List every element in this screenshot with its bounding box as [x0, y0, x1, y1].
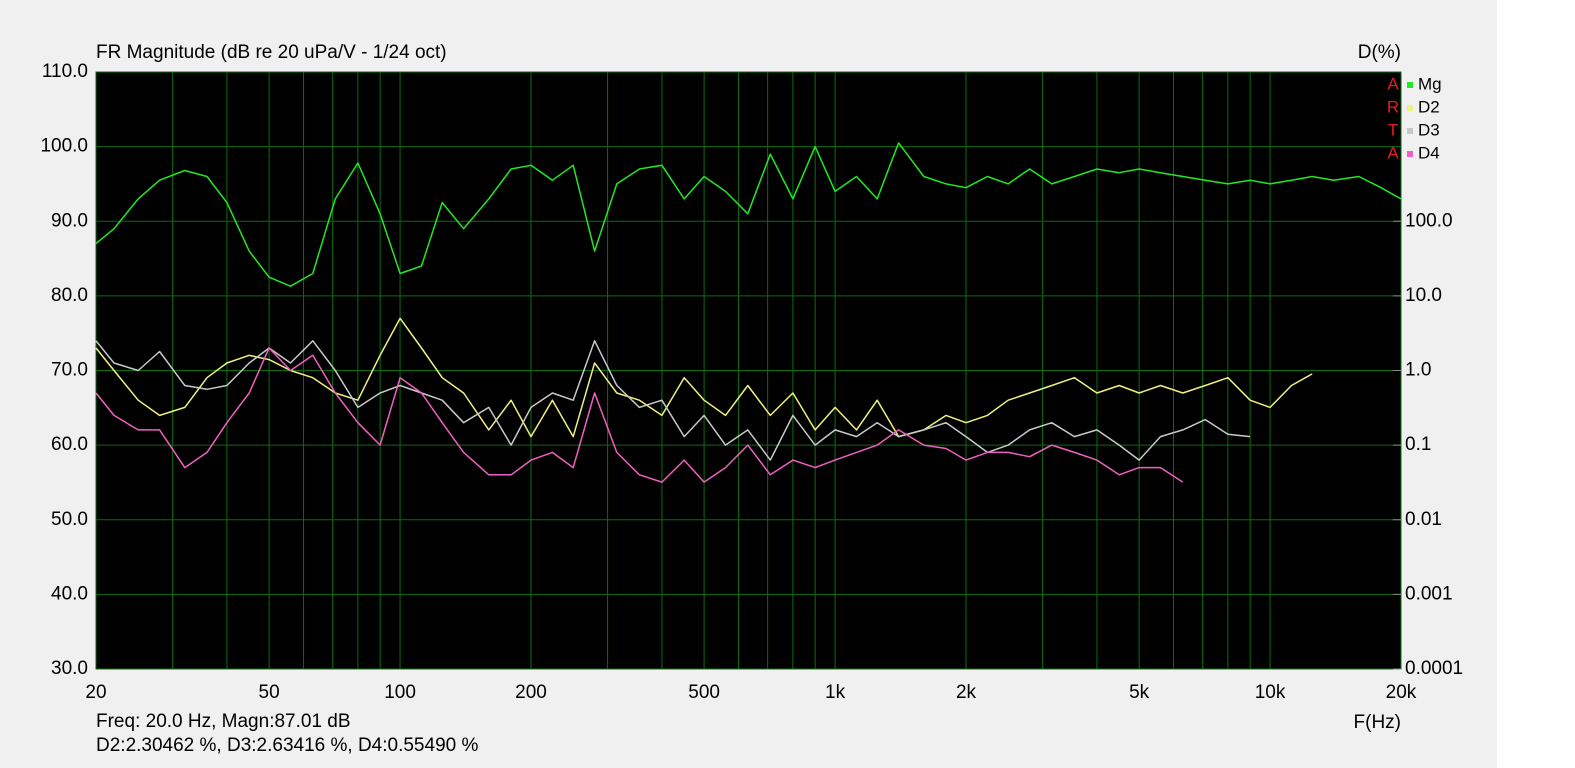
series-line [95, 317, 1313, 438]
y-tick-label: 110.0 [42, 61, 88, 82]
brand-letter: R [1387, 97, 1399, 116]
y2-tick-label: 0.01 [1405, 509, 1442, 530]
x-tick-label: 10k [1255, 682, 1286, 703]
x-tick-label: 2k [956, 682, 977, 703]
legend-swatch [1407, 128, 1413, 134]
brand-letter: T [1388, 120, 1398, 139]
y2-tick-label: 10.0 [1405, 285, 1442, 306]
x-tick-label: 20k [1386, 682, 1417, 703]
y-tick-label: 30.0 [51, 658, 88, 679]
legend-swatch [1407, 105, 1413, 111]
brand-letter: A [1387, 143, 1399, 162]
chart-title: FR Magnitude (dB re 20 uPa/V - 1/24 oct) [96, 42, 447, 63]
legend-swatch [1407, 151, 1413, 157]
brand-letter: A [1387, 74, 1399, 93]
legend-label: D2 [1418, 97, 1440, 116]
y2-tick-label: 0.0001 [1405, 658, 1463, 679]
series-line [95, 142, 1402, 287]
y-tick-label: 60.0 [51, 434, 88, 455]
x-tick-label: 500 [688, 682, 720, 703]
y-tick-label: 100.0 [40, 136, 88, 157]
y-tick-label: 70.0 [51, 360, 88, 381]
legend-label: Mg [1418, 74, 1442, 93]
series-line [95, 347, 1184, 483]
y2-tick-label: 1.0 [1405, 360, 1431, 381]
x-tick-label: 200 [515, 682, 547, 703]
series-line [95, 340, 1251, 461]
legend-swatch [1407, 82, 1413, 88]
cursor-readout: D2:2.30462 %, D3:2.63416 %, D4:0.55490 % [96, 735, 478, 756]
x-tick-label: 50 [259, 682, 280, 703]
y-tick-label: 50.0 [51, 509, 88, 530]
y2-tick-label: 100.0 [1405, 210, 1453, 231]
x-tick-label: 1k [825, 682, 846, 703]
y2-tick-label: 0.1 [1405, 434, 1431, 455]
y2-axis-label: D(%) [1358, 42, 1401, 63]
y2-tick-label: 0.001 [1405, 583, 1453, 604]
cursor-readout: Freq: 20.0 Hz, Magn:87.01 dB [96, 711, 351, 732]
x-tick-label: 20 [85, 682, 106, 703]
y-tick-label: 80.0 [51, 285, 88, 306]
x-tick-label: 5k [1129, 682, 1150, 703]
y-tick-label: 90.0 [51, 210, 88, 231]
y-tick-label: 40.0 [51, 583, 88, 604]
legend-label: D3 [1418, 120, 1440, 139]
x-axis-label: F(Hz) [1354, 712, 1401, 733]
legend-label: D4 [1418, 143, 1440, 162]
x-tick-label: 100 [384, 682, 416, 703]
